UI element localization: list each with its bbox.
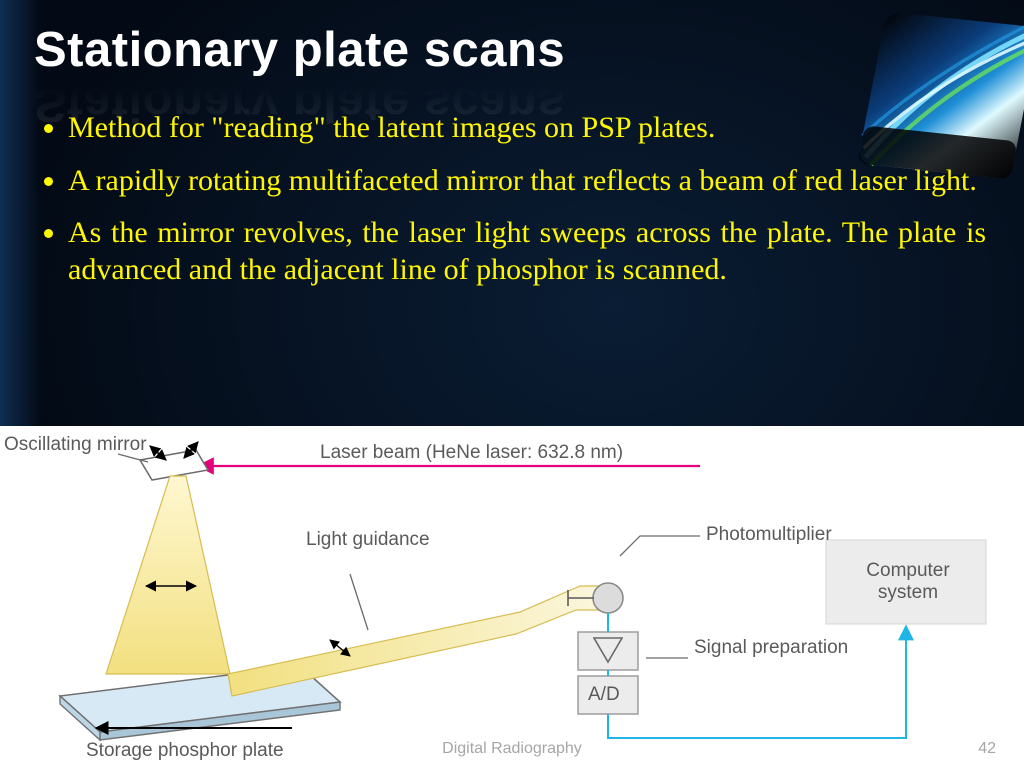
footer-page-number: 42 — [978, 740, 996, 758]
slide-title: Stationary plate scans — [34, 22, 565, 78]
pmt-leader — [620, 536, 700, 556]
bullet-list: Method for "reading" the latent images o… — [42, 110, 986, 304]
bullet-item: As the mirror revolves, the laser light … — [68, 215, 986, 288]
diagram-panel: Oscillating mirror Laser beam (HeNe lase… — [0, 426, 1024, 768]
light-cone — [106, 476, 230, 674]
guidance-leader — [350, 574, 368, 630]
photomultiplier-icon — [593, 583, 623, 613]
oscillating-mirror-icon — [140, 442, 208, 480]
label-mirror: Oscillating mirror — [4, 434, 147, 456]
slide: Stationary plate scans Stationary plate … — [0, 0, 1024, 768]
label-laser: Laser beam (HeNe laser: 632.8 nm) — [320, 442, 623, 464]
label-computer: Computer system — [850, 560, 966, 604]
light-guidance-bar — [228, 586, 600, 696]
bullet-item: A rapidly rotating multifaceted mirror t… — [68, 163, 986, 200]
footer-center: Digital Radiography — [0, 740, 1024, 758]
label-signal-prep: Signal preparation — [694, 638, 848, 659]
label-light-guidance: Light guidance — [306, 530, 430, 551]
label-pmt: Photomultiplier — [706, 524, 832, 546]
bullet-item: Method for "reading" the latent images o… — [68, 110, 986, 147]
label-ad: A/D — [588, 684, 620, 706]
